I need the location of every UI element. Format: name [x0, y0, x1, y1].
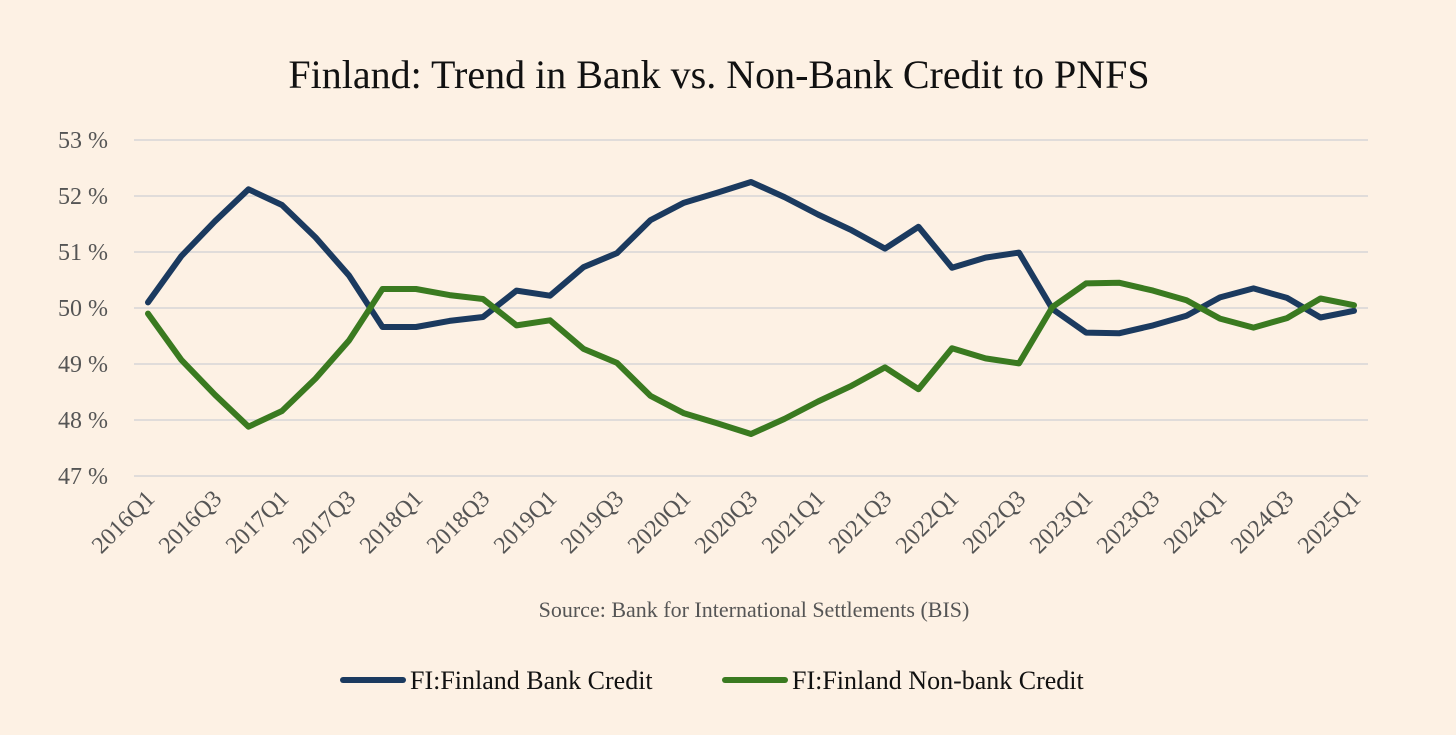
legend-label-nonbank: FI:Finland Non-bank Credit — [792, 666, 1085, 695]
chart-title: Finland: Trend in Bank vs. Non-Bank Cred… — [288, 52, 1149, 97]
x-tick-label: 2017Q3 — [288, 486, 361, 559]
legend: FI:Finland Bank Credit FI:Finland Non-ba… — [340, 666, 1085, 695]
x-tick-label: 2020Q1 — [623, 486, 696, 559]
y-tick-label: 53 % — [58, 128, 108, 154]
x-tick-label: 2022Q3 — [958, 486, 1031, 559]
x-tick-label: 2025Q1 — [1293, 486, 1366, 559]
x-tick-label: 2019Q3 — [556, 486, 629, 559]
x-axis: 2016Q12016Q32017Q12017Q32018Q12018Q32019… — [87, 486, 1366, 559]
y-tick-label: 50 % — [58, 296, 108, 322]
legend-item-nonbank[interactable]: FI:Finland Non-bank Credit — [722, 666, 1085, 695]
x-tick-label: 2022Q1 — [891, 486, 964, 559]
source-note: Source: Bank for International Settlemen… — [539, 597, 970, 622]
x-tick-label: 2023Q1 — [1025, 486, 1098, 559]
y-tick-label: 48 % — [58, 408, 108, 434]
x-tick-label: 2021Q1 — [757, 486, 830, 559]
y-tick-label: 52 % — [58, 184, 108, 210]
grid-layer — [134, 139, 1368, 477]
x-tick-label: 2023Q3 — [1092, 486, 1165, 559]
x-tick-label: 2017Q1 — [221, 486, 294, 559]
x-tick-label: 2020Q3 — [690, 486, 763, 559]
y-tick-label: 51 % — [58, 240, 108, 266]
y-tick-label: 47 % — [58, 464, 108, 490]
series-line-bank — [145, 179, 1357, 337]
x-tick-label: 2016Q1 — [87, 486, 160, 559]
x-tick-label: 2016Q3 — [154, 486, 227, 559]
y-axis: 47 % 48 % 49 % 50 % 51 % 52 % 53 % — [58, 128, 108, 490]
x-tick-label: 2019Q1 — [489, 486, 562, 559]
legend-label-bank: FI:Finland Bank Credit — [410, 666, 653, 695]
x-tick-label: 2024Q1 — [1159, 486, 1232, 559]
y-tick-label: 49 % — [58, 352, 108, 378]
legend-item-bank[interactable]: FI:Finland Bank Credit — [340, 666, 653, 695]
x-tick-label: 2018Q3 — [422, 486, 495, 559]
x-tick-label: 2021Q3 — [824, 486, 897, 559]
series-layer — [145, 179, 1357, 437]
x-tick-label: 2018Q1 — [355, 486, 428, 559]
series-line-nonbank — [145, 279, 1357, 437]
x-tick-label: 2024Q3 — [1226, 486, 1299, 559]
